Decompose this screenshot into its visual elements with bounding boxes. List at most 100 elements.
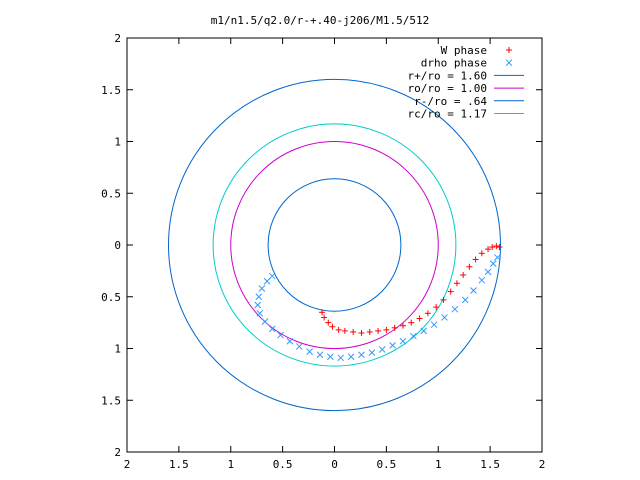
series-1-point-4: [254, 301, 262, 309]
y-tick-label-6: 1: [114, 343, 121, 356]
series-1-point-10: [295, 343, 303, 350]
series-1-point-23: [430, 321, 438, 329]
legend-entry-2: r+/ro = 1.60: [408, 69, 524, 82]
series-0-point-27: [496, 244, 503, 251]
y-tick-label-8: 2: [114, 446, 121, 459]
series-1-point-29: [484, 268, 492, 276]
series-0-point-6: [350, 328, 357, 335]
series-0-point-21: [466, 263, 473, 270]
series-1-point-6: [261, 318, 269, 325]
series-1: [254, 254, 501, 362]
x-tick-label-2: 1: [227, 458, 234, 471]
series-1-point-8: [277, 331, 284, 339]
series-1-point-11: [306, 348, 313, 355]
y-tick-label-7: 1.5: [101, 394, 121, 407]
series-0-point-9: [375, 327, 382, 334]
legend-label-1: drho phase: [421, 57, 487, 70]
x-tick-label-0: 2: [124, 458, 131, 471]
series-0-point-12: [399, 322, 406, 329]
x-tick-label-3: 0.5: [273, 458, 293, 471]
series-0-point-0: [319, 309, 326, 316]
series-1-point-25: [451, 305, 459, 313]
series-0-point-17: [440, 296, 447, 303]
series-1-point-3: [255, 293, 263, 301]
series-0-point-10: [383, 326, 390, 333]
series-1-point-24: [441, 314, 448, 321]
legend-label-4: r-/ro = .64: [414, 95, 487, 108]
legend-label-0: W phase: [441, 44, 487, 57]
legend-label-5: rc/ro = 1.17: [408, 108, 487, 121]
series-0-point-16: [433, 304, 440, 311]
series-1-point-9: [286, 337, 294, 345]
series-1-point-13: [326, 353, 334, 361]
series-1-point-19: [389, 342, 396, 349]
y-tick-label-4: 0: [114, 239, 121, 252]
series-0-point-25: [489, 244, 496, 251]
series-1-point-16: [358, 351, 365, 359]
x-tick-label-8: 2: [539, 458, 546, 471]
series-1-point-28: [478, 276, 486, 284]
legend-entry-0: W phase: [441, 44, 512, 57]
series-0-point-3: [329, 323, 336, 330]
series-1-point-30: [489, 260, 497, 267]
series-1-point-18: [378, 346, 386, 353]
series-0-point-11: [391, 324, 398, 331]
x-tick-label-6: 1: [435, 458, 442, 471]
legend-label-2: r+/ro = 1.60: [408, 69, 487, 82]
series-0: [319, 243, 503, 336]
series-0-point-4: [335, 326, 342, 333]
series-1-point-22: [420, 327, 428, 335]
series-0-point-2: [325, 319, 332, 326]
circle-1: [230, 141, 439, 349]
reference-circles: [168, 78, 501, 412]
legend-entry-4: r-/ro = .64: [414, 95, 524, 108]
series-1-point-31: [494, 254, 501, 261]
series-0-point-8: [366, 328, 373, 335]
legend-sample-1: [505, 59, 513, 67]
series-1-point-7: [268, 325, 276, 333]
legend-entry-3: ro/ro = 1.00: [408, 82, 524, 95]
series-1-point-1: [263, 277, 271, 285]
data-series: [254, 243, 503, 362]
legend-entry-1: drho phase: [421, 57, 513, 70]
series-0-point-13: [408, 319, 415, 326]
series-1-point-27: [470, 287, 477, 294]
y-tick-label-0: 2: [114, 32, 121, 45]
series-0-point-26: [493, 243, 500, 250]
x-tick-label-7: 1.5: [480, 458, 500, 471]
circle-3: [212, 123, 457, 367]
series-0-point-14: [416, 315, 423, 322]
series-1-point-17: [368, 349, 376, 356]
series-0-point-23: [478, 250, 485, 257]
y-tick-label-3: 0.5: [101, 187, 121, 200]
axis-ticks: 2 1.5 1 0.5 0 0.5 1 1.5 221.510.500.511.52: [101, 32, 545, 471]
series-0-point-15: [424, 310, 431, 317]
series-0-point-1: [321, 314, 328, 321]
series-1-point-26: [461, 296, 469, 304]
series-1-point-0: [268, 272, 276, 280]
y-tick-label-1: 1.5: [101, 84, 121, 97]
series-1-point-20: [399, 337, 407, 345]
series-0-point-7: [358, 329, 365, 336]
circle-2: [267, 178, 402, 312]
series-1-point-21: [409, 332, 417, 340]
series-0-point-5: [341, 327, 348, 334]
x-tick-label-5: 0.5: [376, 458, 396, 471]
series-0-point-19: [453, 280, 460, 287]
series-1-point-15: [347, 353, 355, 361]
x-tick-label-1: 1.5: [169, 458, 189, 471]
x-tick-label-4: 0: [331, 458, 338, 471]
chart-title: m1/n1.5/q2.0/r-+.40-j206/M1.5/512: [211, 14, 430, 27]
series-1-point-5: [256, 309, 264, 317]
series-1-point-12: [316, 351, 324, 359]
series-0-point-22: [472, 256, 479, 263]
legend-label-3: ro/ro = 1.00: [408, 82, 487, 95]
series-1-point-14: [337, 354, 345, 362]
series-0-point-20: [460, 272, 467, 279]
series-0-point-24: [485, 246, 492, 253]
series-0-point-18: [447, 288, 454, 295]
circle-0: [168, 78, 501, 412]
